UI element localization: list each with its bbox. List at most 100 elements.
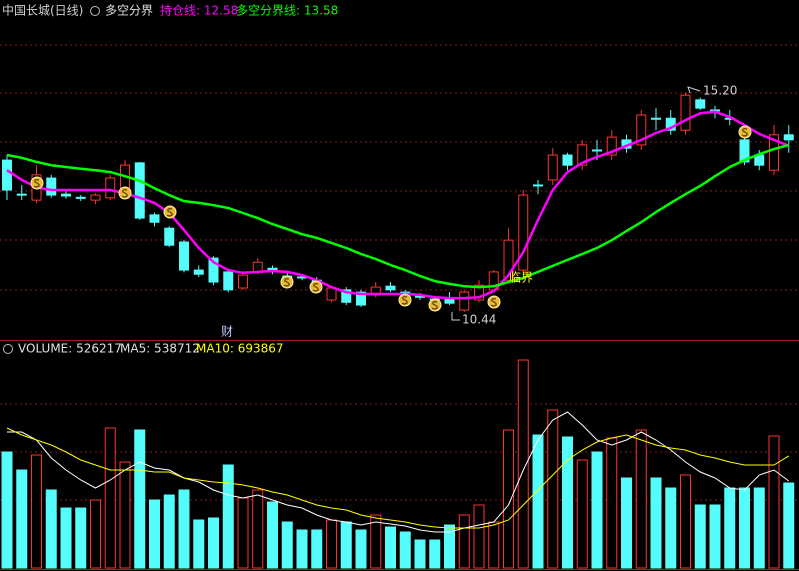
candle-body bbox=[695, 99, 706, 109]
volume-bar bbox=[532, 434, 544, 569]
annotation: 临界 bbox=[509, 271, 533, 285]
candle-body bbox=[193, 269, 204, 275]
volume-bar bbox=[650, 477, 662, 569]
legend-entry: MA5: 538712 bbox=[120, 342, 200, 356]
volume-bar bbox=[281, 521, 293, 569]
volume-bar bbox=[222, 464, 234, 569]
volume-bar bbox=[1, 451, 13, 569]
candle-body bbox=[46, 177, 57, 196]
candle-body bbox=[134, 162, 145, 219]
volume-bar bbox=[385, 526, 396, 569]
legend-entry: 多空分界线: 13.58 bbox=[236, 4, 338, 18]
menu-icon[interactable] bbox=[3, 344, 13, 354]
candle-body bbox=[356, 291, 366, 306]
volume-bar bbox=[311, 529, 323, 569]
annotation-leader bbox=[451, 312, 460, 321]
volume-bar bbox=[709, 504, 721, 569]
candle-body bbox=[503, 239, 514, 281]
candle-body bbox=[783, 134, 794, 141]
volume-bar bbox=[562, 436, 573, 569]
signal-icon-glyph bbox=[166, 208, 173, 217]
candle-body bbox=[105, 177, 116, 199]
candle-body bbox=[149, 214, 160, 223]
volume-bar bbox=[724, 487, 736, 569]
volume-bar bbox=[45, 489, 57, 569]
candle-body bbox=[208, 257, 219, 283]
candle-body bbox=[769, 134, 779, 171]
volume-bar bbox=[783, 482, 795, 569]
menu-icon[interactable] bbox=[90, 6, 100, 16]
candle-body bbox=[179, 241, 189, 271]
volume-bar bbox=[252, 489, 264, 569]
indicator-line bbox=[6, 143, 790, 289]
volume-bar bbox=[547, 409, 559, 569]
volume-bar bbox=[473, 504, 485, 569]
signal-icon-glyph bbox=[283, 278, 290, 287]
volume-bar bbox=[267, 501, 278, 569]
candle-body bbox=[2, 159, 12, 191]
candle-body bbox=[680, 94, 691, 131]
candle-body bbox=[61, 193, 71, 197]
candle-body bbox=[90, 194, 101, 201]
volume-bar bbox=[517, 359, 529, 569]
candle-body bbox=[341, 289, 352, 303]
volume-bar bbox=[326, 519, 337, 569]
volume-bar bbox=[429, 539, 441, 569]
volume-bar bbox=[503, 429, 514, 569]
volume-bar bbox=[444, 524, 455, 569]
signal-icon-glyph bbox=[312, 283, 319, 292]
plot: 15.20 10.44 临界财 bbox=[1, 84, 795, 569]
volume-bar bbox=[119, 461, 131, 569]
volume-bar bbox=[576, 459, 588, 569]
signal-icon-glyph bbox=[401, 296, 408, 305]
candle-body bbox=[518, 194, 529, 271]
volume-bar bbox=[414, 539, 426, 569]
candle-body bbox=[16, 193, 27, 196]
volume-bar bbox=[694, 504, 706, 569]
volume-bar bbox=[621, 477, 632, 569]
candle-body bbox=[326, 287, 337, 301]
legend-entry: VOLUME: 526217 bbox=[18, 342, 122, 356]
annotation: 10.44 bbox=[462, 313, 496, 327]
volume-bar bbox=[296, 529, 308, 569]
volume-bar bbox=[399, 531, 411, 569]
candle-body bbox=[636, 114, 647, 146]
signal-icon-glyph bbox=[33, 179, 40, 188]
candle-body bbox=[547, 154, 558, 181]
volume-bar bbox=[458, 514, 470, 569]
signal-icon-glyph bbox=[121, 189, 128, 198]
signal-icon-glyph bbox=[431, 301, 438, 310]
volume-bar bbox=[163, 494, 175, 569]
indicator-name: 多空分界 bbox=[105, 4, 153, 18]
volume-bar bbox=[16, 469, 28, 569]
header: 中国长城(日线) 多空分界 持仓线: 12.58 多空分界线: 13.58 bbox=[2, 3, 338, 18]
candle-body bbox=[651, 117, 661, 120]
candle-body bbox=[606, 136, 617, 156]
candle-body bbox=[223, 271, 234, 291]
volume-bar bbox=[370, 514, 382, 569]
signal-icon-glyph bbox=[490, 298, 497, 307]
volume-bar bbox=[134, 429, 146, 569]
volume-bar bbox=[340, 521, 352, 569]
candle-body bbox=[562, 154, 573, 166]
volume-bar bbox=[635, 429, 647, 569]
volume-bar bbox=[193, 519, 205, 569]
volume-bar bbox=[665, 487, 677, 569]
volume-bar bbox=[237, 497, 249, 569]
volume-bar bbox=[60, 507, 72, 569]
candle-body bbox=[739, 139, 750, 163]
candle-body bbox=[385, 285, 396, 291]
chart-title: 中国长城(日线) bbox=[2, 3, 83, 18]
volume-bar bbox=[591, 451, 603, 569]
legend-entry: 持仓线: 12.58 bbox=[160, 3, 238, 18]
volume-bar bbox=[768, 435, 780, 569]
volume-bar bbox=[104, 427, 116, 569]
candle-body bbox=[592, 149, 602, 152]
indicator-line bbox=[6, 110, 790, 300]
volume-bar bbox=[753, 487, 765, 569]
volume-bar bbox=[149, 499, 160, 569]
candle-body bbox=[75, 196, 86, 199]
